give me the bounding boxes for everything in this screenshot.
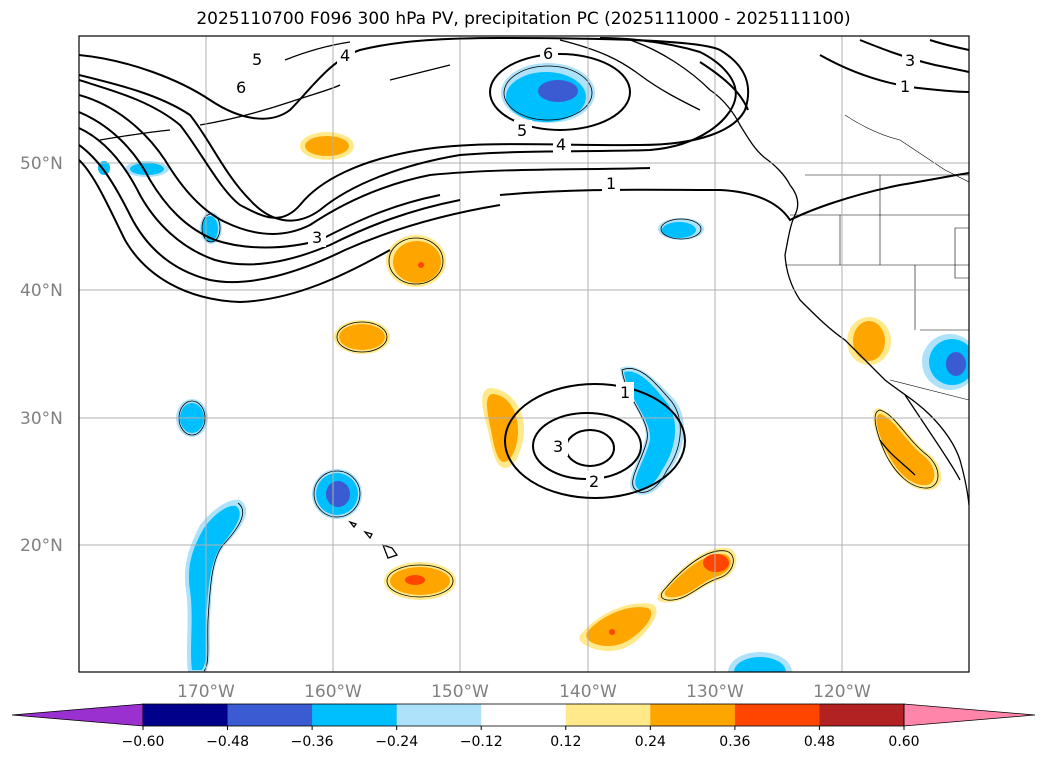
contour-label: 1 — [620, 383, 630, 402]
colorbar-segments — [11, 703, 1036, 727]
lat-label: 40°N — [20, 281, 63, 301]
gridlines — [79, 36, 969, 672]
contour-label: 3 — [553, 437, 563, 456]
precip-negative-blob — [98, 161, 169, 177]
precip-outlines — [178, 65, 939, 672]
colorbar-segment — [312, 704, 398, 726]
colorbar-segment — [734, 704, 820, 726]
colorbar-segment — [650, 704, 736, 726]
contour-label: 5 — [517, 121, 527, 140]
colorbar-segment — [143, 704, 229, 726]
lon-label: 160°W — [304, 682, 362, 702]
precip-negative-blob — [728, 652, 792, 672]
colorbar-tick-label: −0.24 — [375, 734, 418, 750]
colorbar-extend-high — [903, 703, 1036, 727]
colorbar-tick-label: −0.12 — [460, 734, 503, 750]
colorbar-segment — [396, 704, 482, 726]
precip-positive-blob — [386, 235, 446, 287]
contour-label: 4 — [340, 46, 350, 65]
lon-label: 170°W — [177, 682, 235, 702]
precip-positive-blob — [300, 132, 354, 160]
colorbar-ticks: −0.60 −0.48 −0.36 −0.24 −0.12 0.12 0.24 0.36 0.4… — [122, 726, 920, 750]
precip-negative-blob — [922, 334, 969, 390]
map-title: 2025110700 F096 300 hPa PV, precipitatio… — [196, 9, 851, 29]
colorbar: −0.60 −0.48 −0.36 −0.24 −0.12 0.12 0.24 0.36 0.4… — [11, 703, 1036, 750]
contour-label: 1 — [900, 77, 910, 96]
contour-label: 3 — [905, 51, 915, 70]
map-frame — [78, 35, 970, 673]
colorbar-segment — [819, 704, 905, 726]
colorbar-segment — [565, 704, 651, 726]
contour-label: 6 — [236, 78, 246, 97]
lat-label: 20°N — [20, 536, 63, 556]
contour-labels: 5 6 4 3 6 5 4 3 1 1 1 3 2 — [232, 43, 920, 491]
country-borders — [785, 114, 969, 401]
colorbar-tick-label: 0.12 — [550, 734, 581, 750]
contour-label: 5 — [252, 50, 262, 69]
colorbar-tick-label: 0.36 — [719, 734, 750, 750]
precip-negative-blob — [501, 63, 595, 123]
contour-label: 4 — [556, 135, 566, 154]
precip-positive-blob — [334, 320, 390, 354]
precip-positive-blob — [657, 547, 737, 603]
longitude-labels: 170°W 160°W 150°W 140°W 130°W 120°W — [177, 682, 871, 702]
lon-label: 130°W — [686, 682, 744, 702]
lon-label: 150°W — [431, 682, 489, 702]
colorbar-tick-label: −0.48 — [206, 734, 249, 750]
coastlines — [99, 39, 969, 559]
colorbar-frame — [142, 703, 905, 727]
colorbar-segment — [481, 704, 567, 726]
precip-fills — [98, 63, 969, 672]
colorbar-tick-label: 0.24 — [635, 734, 666, 750]
precip-positive-blob — [482, 388, 525, 468]
contour-label: 2 — [589, 472, 599, 491]
map-panel: 5 6 4 3 6 5 4 3 1 1 1 3 2 — [20, 35, 970, 702]
colorbar-extend-low — [11, 703, 144, 727]
contour-label: 3 — [312, 228, 322, 247]
map-background — [79, 36, 969, 672]
precip-positive-blob — [384, 562, 456, 600]
precip-negative-blob — [312, 469, 362, 519]
contour-label: 6 — [543, 44, 553, 63]
colorbar-tick-label: −0.36 — [291, 734, 334, 750]
colorbar-tick-label: −0.60 — [122, 734, 165, 750]
precip-positive-blob — [579, 603, 657, 651]
contour-label: 1 — [606, 174, 616, 193]
colorbar-tick-label: 0.60 — [888, 734, 919, 750]
colorbar-tick-label: 0.48 — [804, 734, 835, 750]
lat-label: 30°N — [20, 409, 63, 429]
colorbar-segment — [227, 704, 313, 726]
precip-positive-blob — [847, 317, 891, 365]
precip-positive-blob — [873, 408, 942, 491]
lon-label: 120°W — [813, 682, 871, 702]
latitude-labels: 50°N 40°N 30°N 20°N — [20, 154, 63, 556]
precip-negative-blob — [658, 218, 704, 240]
lat-label: 50°N — [20, 154, 63, 174]
precip-negative-blob — [184, 499, 247, 672]
lon-label: 140°W — [559, 682, 617, 702]
precip-negative-blob — [620, 366, 685, 495]
